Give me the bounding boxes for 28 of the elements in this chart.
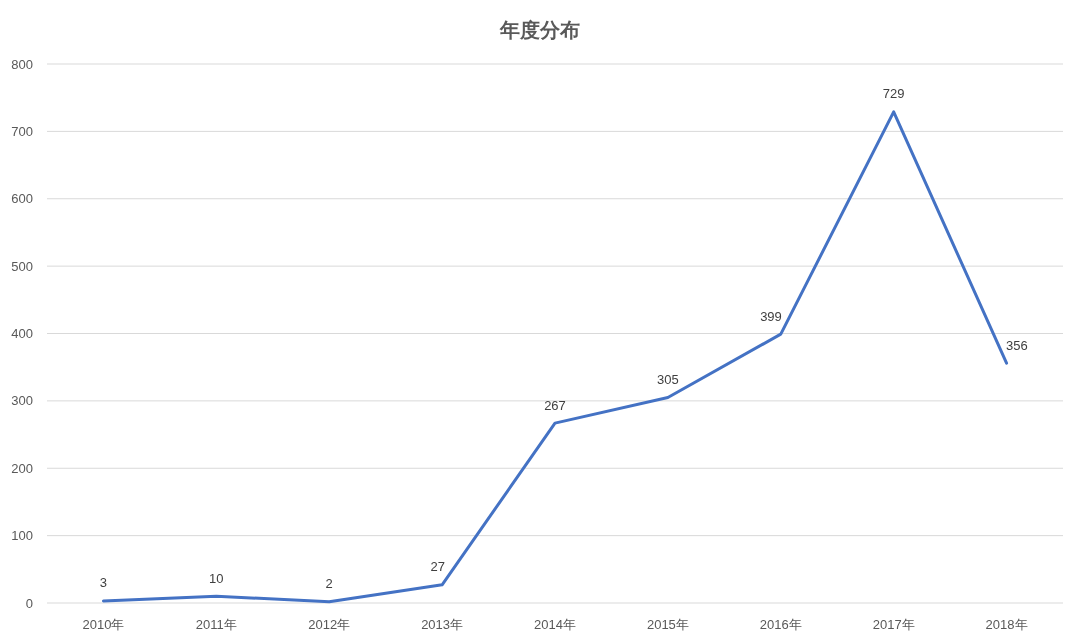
x-tick-label: 2015年	[646, 616, 689, 632]
y-tick-label: 600	[11, 191, 33, 207]
data-label: 10	[209, 570, 224, 586]
y-tick-label: 100	[11, 528, 33, 544]
chart-title: 年度分布	[499, 19, 580, 41]
y-tick-label: 0	[25, 595, 33, 611]
y-tick-label: 200	[11, 460, 33, 476]
x-tick-label: 2014年	[534, 616, 576, 632]
data-label: 267	[544, 397, 566, 413]
x-tick-label: 2011年	[195, 616, 237, 632]
data-label: 3	[99, 575, 108, 591]
y-tick-label: 300	[11, 393, 33, 409]
x-tick-label: 2013年	[421, 616, 464, 632]
x-tick-label: 2012年	[308, 616, 351, 632]
y-tick-label: 400	[11, 326, 33, 341]
x-tick-label: 2017年	[872, 616, 915, 632]
y-tick-label: 700	[11, 123, 33, 139]
data-label: 305	[657, 372, 679, 388]
x-tick-label: 2018年	[985, 616, 1028, 632]
data-label: 27	[430, 559, 446, 575]
x-tick-label: 2010年	[82, 616, 125, 632]
data-label: 729	[882, 86, 905, 102]
data-label: 399	[760, 308, 782, 324]
data-label: 2	[325, 576, 333, 592]
y-tick-label: 800	[11, 56, 33, 72]
x-tick-label: 2016年	[759, 616, 802, 632]
y-tick-label: 500	[11, 258, 33, 274]
data-label: 356	[1006, 337, 1028, 353]
